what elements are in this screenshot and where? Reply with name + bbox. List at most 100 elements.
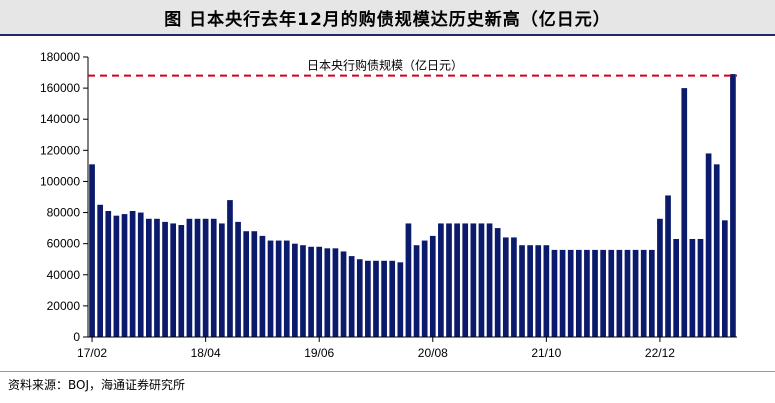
bar [705, 153, 712, 337]
y-tick-label: 120000 [40, 143, 80, 157]
bar [219, 223, 225, 337]
y-tick-label: 80000 [47, 206, 81, 220]
bar [559, 249, 566, 337]
x-axis: 17/02 18/04 19/06 20/08 21/10 22/12 [77, 336, 737, 360]
bar [624, 249, 631, 337]
bar [405, 223, 412, 337]
bar [202, 218, 209, 337]
bar [105, 211, 112, 337]
bar [308, 246, 314, 337]
y-axis: 0 20000 40000 60000 80000 100000 120000 140000 1… [40, 50, 89, 344]
bar [365, 260, 371, 337]
chart-annotation: 日本央行购债规模（亿日元） [307, 58, 463, 73]
bar [170, 223, 177, 337]
source-note: 资料来源：BOJ，海通证券研究所 [8, 378, 186, 392]
x-tick-label: 21/10 [531, 346, 561, 360]
bar-series [89, 74, 736, 338]
y-tick-label: 20000 [47, 299, 81, 313]
bar [486, 223, 493, 337]
bar [462, 223, 469, 337]
bar [259, 235, 266, 337]
bar [97, 204, 104, 337]
bar [162, 221, 168, 337]
bar [616, 249, 623, 337]
y-tick-label: 160000 [40, 81, 80, 95]
bar [478, 223, 485, 337]
bar [129, 211, 136, 337]
bar [300, 245, 306, 337]
source-divider [0, 371, 775, 372]
bar [275, 240, 282, 337]
bar [673, 239, 679, 337]
bar-chart: 0 20000 40000 60000 80000 100000 120000 140000 1… [40, 50, 737, 360]
bar [584, 249, 590, 337]
bar [713, 164, 720, 337]
bar [332, 248, 339, 337]
bar [356, 259, 363, 337]
y-tick-label: 40000 [47, 268, 81, 282]
bar [567, 249, 574, 337]
bar [316, 246, 323, 337]
bar [194, 218, 201, 337]
bar [446, 223, 452, 337]
bar [608, 249, 615, 337]
bar [551, 249, 558, 337]
bar [121, 214, 128, 337]
bar [137, 212, 144, 337]
bar [502, 237, 509, 337]
bar [373, 260, 379, 337]
bar [421, 240, 428, 337]
bar [397, 262, 404, 337]
bar [511, 237, 517, 337]
bar [494, 228, 501, 337]
y-tick-label: 180000 [40, 50, 80, 64]
bar [348, 256, 355, 337]
bar [283, 240, 290, 337]
bar [146, 218, 152, 337]
bar [640, 249, 647, 337]
y-tick-label: 100000 [40, 174, 80, 188]
bar [210, 218, 217, 337]
bar [721, 220, 728, 337]
bar [235, 221, 241, 337]
bar [324, 248, 331, 337]
x-tick-label: 20/08 [418, 346, 448, 360]
bar [454, 223, 460, 337]
x-tick-label: 19/06 [304, 346, 334, 360]
bar [429, 235, 436, 337]
y-tick-label: 0 [73, 330, 80, 344]
bar [340, 251, 347, 337]
bar [697, 239, 704, 337]
bar [243, 231, 250, 337]
bar [413, 245, 420, 337]
bar [648, 249, 655, 337]
bar [292, 243, 298, 337]
bar [470, 223, 477, 337]
bar [154, 218, 160, 337]
bar [527, 245, 533, 337]
bar [89, 164, 95, 337]
bar [592, 249, 598, 337]
bar [178, 225, 185, 337]
bar [657, 218, 663, 337]
bar [438, 223, 444, 337]
bar [600, 249, 606, 337]
bar [632, 249, 639, 337]
figure-title: 图 日本央行去年12月的购债规模达历史新高（亿日元） [0, 0, 775, 36]
bar [665, 195, 671, 337]
x-tick-label: 17/02 [77, 346, 107, 360]
bar [267, 240, 274, 337]
y-tick-label: 60000 [47, 237, 81, 251]
y-tick-label: 140000 [40, 112, 80, 126]
bar [389, 260, 396, 337]
bar [575, 249, 582, 337]
x-tick-label: 22/12 [645, 346, 675, 360]
bar [381, 260, 387, 337]
bar [689, 239, 696, 337]
bar [251, 231, 258, 337]
bar [186, 218, 193, 337]
bar [113, 215, 120, 337]
bar [730, 74, 736, 338]
bar [535, 245, 542, 337]
